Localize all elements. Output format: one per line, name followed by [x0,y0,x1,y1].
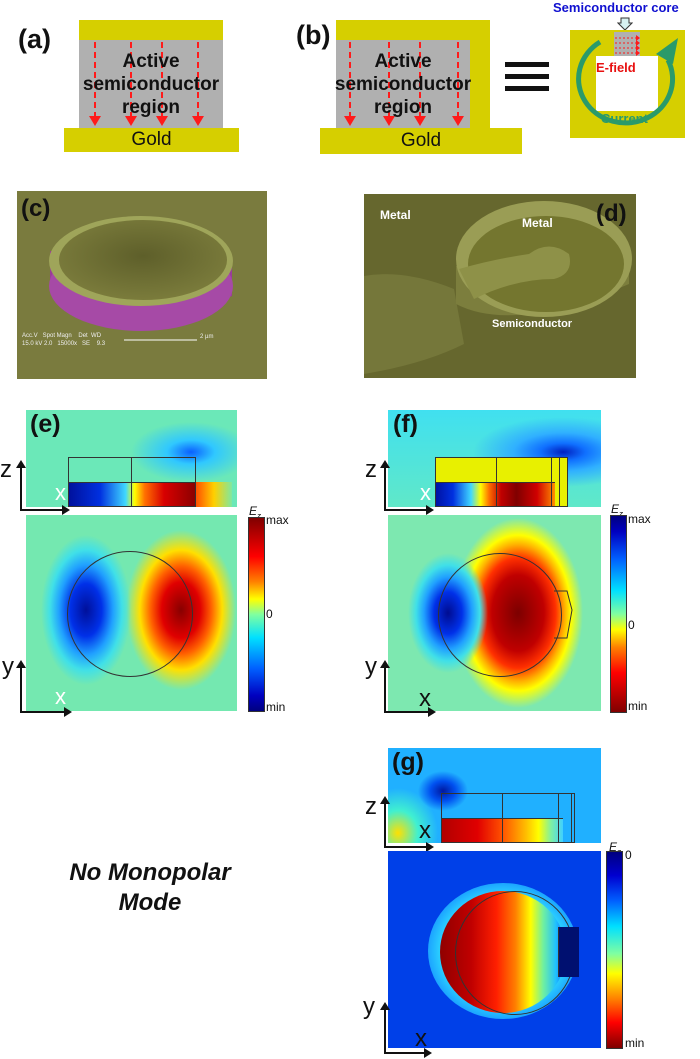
x-axis-arrow-icon [384,506,434,514]
efield-arrow-icon [192,42,204,126]
axis-x-label: x [55,684,66,709]
axis-z-label: z [365,793,377,820]
z-axis-arrow-icon [381,460,389,510]
colorbar-max-label: max [628,512,651,526]
z-axis-arrow-icon [381,796,389,847]
efield-arrow-icon [156,42,168,126]
ring-resonator-sem [364,194,636,378]
current-label: Current [601,111,648,126]
efield-label: E-field [596,60,636,75]
semiconductor-label: Active semiconductor region [82,51,220,118]
field-map-xz [26,410,237,507]
axis-z-label: z [365,456,377,483]
x-axis-arrow-icon [384,708,436,716]
y-axis-arrow-icon [17,660,25,712]
axis-x-label: x [420,480,431,505]
semiconductor-label: Active semiconductor region [334,51,472,118]
sem-metadata-line2: 15.0 kV 2.0 15000x SE 9.3 [22,341,106,347]
microdisk-sem [17,191,267,379]
y-axis-arrow-icon [381,1002,389,1053]
no-monopolar-mode-text: No Monopolar Mode [69,859,231,916]
efield-arrow-icon [125,42,137,126]
colorbar-title: Ez [611,502,624,519]
colorbar-title: Ez [249,504,262,521]
top-gold-contact [79,20,223,40]
semiconductor-core-title: Semiconductor core [553,0,679,15]
bottom-gold-contact [64,128,239,152]
efield-arrow-icon [344,42,356,126]
efield-arrow-icon [383,42,395,126]
semiconductor-region [79,40,223,128]
x-axis-arrow-icon [384,843,434,851]
x-axis-arrow-icon [20,506,70,514]
ring-current-diagram [570,30,685,138]
sem-metadata-line1: Acc.V Spot Magn Det WD [22,333,102,339]
semiconductor-label: Semiconductor [492,318,573,330]
panel-label-c: (c) [21,195,51,222]
gold-label: Gold [400,130,442,151]
colorbar-min-label: min [266,700,286,714]
colorbar-zero-label: 0 [628,618,635,632]
axis-y-label: y [363,993,375,1020]
colorbar-max-label: max [266,513,289,527]
panel-label-d: (d) [596,200,627,227]
field-map-xy [26,515,237,711]
y-axis-arrow-icon [381,660,389,712]
metal-label-left: Metal [380,208,411,222]
panel-c-sem-image: (c) Acc.V Spot Magn Det WD 15.0 kV 2.0 1… [17,191,267,379]
metal-label-top: Metal [522,216,553,230]
colorbar-min-label: min [625,1036,645,1050]
efield-arrow-icon [452,42,464,126]
field-map-xy [388,515,601,711]
panel-label-f: (f) [393,410,418,438]
axis-z-label: z [0,456,12,483]
axis-y-label: y [2,653,14,680]
efield-arrow-icon [89,42,101,126]
axis-x-label: x [419,685,431,712]
scale-bar-label: 2 µm [200,334,214,340]
colorbar-zero-label: 0 [625,848,632,862]
field-map-xz [388,410,601,507]
bottom-gold-contact [320,128,522,154]
colorbar [248,517,265,712]
efield-arrow-icon [414,42,426,126]
equivalence-symbol [505,62,549,91]
semiconductor-region [336,40,470,128]
panel-label-g: (g) [392,748,424,776]
axis-y-label: y [365,653,377,680]
field-map-xy [388,851,601,1048]
axis-x-label: x [419,817,431,844]
waveguide-outline [554,590,573,639]
field-map-xz [388,748,601,843]
colorbar-zero-label: 0 [266,607,273,621]
panel-d-sem-image: Metal Metal (d) Semiconductor [364,194,636,378]
colorbar [610,515,627,713]
gold-label: Gold [131,129,172,150]
x-axis-arrow-icon [20,708,72,716]
z-axis-arrow-icon [17,460,25,510]
panel-label-a: (a) [18,24,51,54]
axis-x-label: x [415,1025,427,1052]
colorbar [606,851,623,1049]
axis-x-label: x [55,480,66,505]
panel-label-b: (b) [296,20,331,50]
colorbar-min-label: min [628,699,648,713]
x-axis-arrow-icon [384,1049,432,1057]
down-arrow-icon [617,17,633,31]
panel-label-e: (e) [30,410,61,438]
